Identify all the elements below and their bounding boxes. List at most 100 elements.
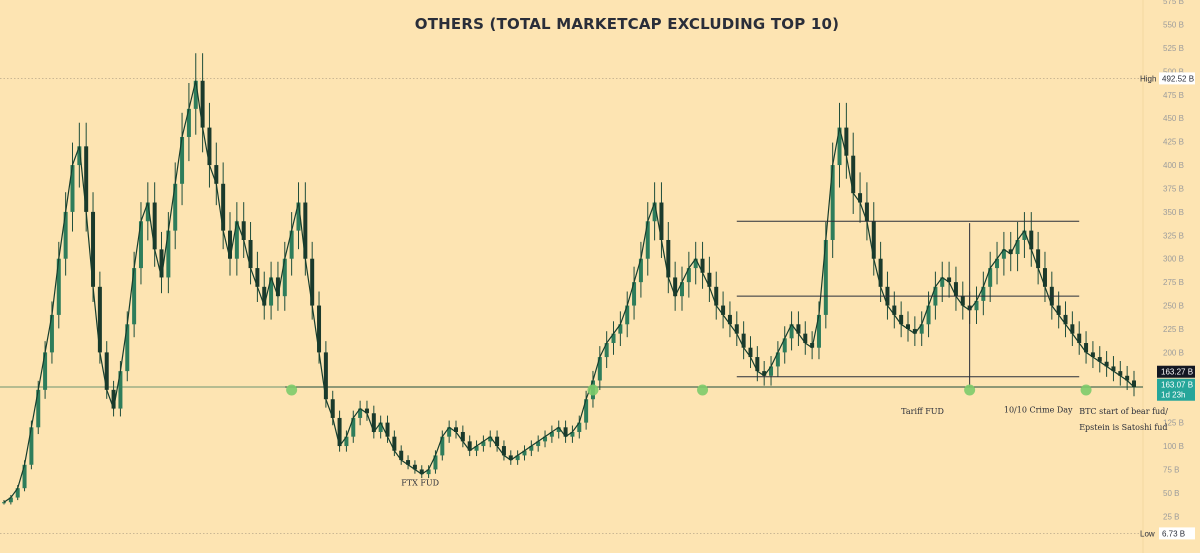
y-tick-label: 525 B <box>1163 44 1184 53</box>
price-bar <box>974 300 979 311</box>
price-bar <box>981 286 986 301</box>
price-bar <box>8 497 13 503</box>
price-bar <box>200 80 205 128</box>
price-bar <box>899 314 904 325</box>
price-bar <box>515 455 520 461</box>
price-bar <box>721 305 726 315</box>
price-bar <box>406 460 411 465</box>
price-bar <box>632 282 637 306</box>
price-bar <box>125 324 130 372</box>
price-bar <box>364 408 369 414</box>
price-bar <box>618 324 623 334</box>
price-bar <box>543 436 548 442</box>
price-bar <box>1001 249 1006 259</box>
price-bar <box>638 258 643 283</box>
high-value-tag <box>1159 72 1195 85</box>
price-bar <box>1070 324 1075 334</box>
price-bar <box>1125 375 1130 381</box>
price-bar <box>241 221 246 240</box>
price-bar <box>1063 314 1068 325</box>
price-bar <box>844 127 849 156</box>
annotation-label: 10/10 Crime Day <box>1004 405 1073 414</box>
price-bar <box>310 258 315 306</box>
price-bar <box>529 446 534 451</box>
y-tick-label: 50 B <box>1163 489 1179 498</box>
annotation-label: Tariff FUD <box>901 407 944 416</box>
y-tick-label: 450 B <box>1163 114 1184 123</box>
price-bar <box>1097 357 1102 362</box>
support-touch-marker <box>587 384 599 396</box>
price-bar <box>426 469 431 475</box>
price-bar <box>1008 249 1013 255</box>
price-bar <box>248 239 253 269</box>
price-bar <box>878 258 883 287</box>
price-bar <box>769 366 774 376</box>
price-bar <box>871 221 876 259</box>
price-bar <box>43 352 48 390</box>
low-label: Low <box>1140 529 1155 538</box>
price-bar <box>77 146 82 166</box>
price-bar <box>864 202 869 222</box>
y-tick-label: 400 B <box>1163 161 1184 170</box>
price-bar <box>597 357 602 381</box>
price-bar <box>234 221 239 259</box>
price-bar <box>1084 343 1089 353</box>
price-bar <box>392 436 397 451</box>
current-price-tag <box>1157 378 1195 401</box>
price-bar <box>912 328 917 334</box>
price-bar <box>501 446 506 456</box>
price-bar <box>947 277 952 283</box>
price-bar <box>536 441 541 447</box>
y-tick-label: 300 B <box>1163 255 1184 264</box>
price-bar <box>666 239 671 278</box>
y-tick-label: 425 B <box>1163 138 1184 147</box>
price-bar <box>15 488 20 498</box>
price-bar <box>481 441 486 447</box>
price-bar <box>193 80 198 109</box>
price-bar <box>803 333 808 344</box>
price-bar <box>1104 361 1109 367</box>
price-bar <box>926 305 931 325</box>
price-bar <box>138 221 143 269</box>
last-close-label: 163.27 B <box>1161 368 1193 377</box>
y-tick-label: 125 B <box>1163 419 1184 428</box>
annotation-label: Epstein is Satoshi fud <box>1079 423 1167 432</box>
price-bar <box>789 324 794 339</box>
price-bar <box>522 450 527 456</box>
price-bar <box>604 343 609 358</box>
annotation-label: FTX FUD <box>401 478 439 487</box>
price-bar <box>221 183 226 231</box>
current-price-label: 163.07 B <box>1161 381 1193 390</box>
price-bar <box>570 431 575 437</box>
price-bar <box>1118 371 1123 376</box>
price-bar <box>707 272 712 287</box>
y-tick-label: 225 B <box>1163 325 1184 334</box>
high-value-label: 492.52 B <box>1162 74 1194 83</box>
price-bar <box>549 431 554 437</box>
price-bar <box>1022 230 1027 240</box>
price-bar <box>104 352 109 390</box>
price-bar <box>22 464 27 489</box>
price-bar <box>495 436 500 447</box>
y-tick-label: 250 B <box>1163 302 1184 311</box>
price-bar <box>152 202 157 250</box>
price-bar <box>454 427 458 432</box>
price-bar <box>796 324 801 334</box>
price-bar <box>159 249 164 278</box>
price-bar <box>180 136 185 184</box>
price-bar <box>97 286 102 353</box>
price-bar <box>488 436 493 442</box>
price-bar <box>919 324 924 334</box>
y-tick-label: 550 B <box>1163 21 1184 30</box>
price-bar <box>474 446 479 451</box>
price-bar <box>1056 305 1061 315</box>
price-bar <box>63 211 68 259</box>
price-bar <box>228 230 232 259</box>
price-bar <box>330 399 335 418</box>
y-tick-label: 275 B <box>1163 278 1184 287</box>
price-bar <box>1090 352 1095 358</box>
price-bar <box>673 277 678 297</box>
y-tick-label: 575 B <box>1163 0 1184 6</box>
price-bar <box>84 146 89 212</box>
price-bar <box>508 455 513 461</box>
